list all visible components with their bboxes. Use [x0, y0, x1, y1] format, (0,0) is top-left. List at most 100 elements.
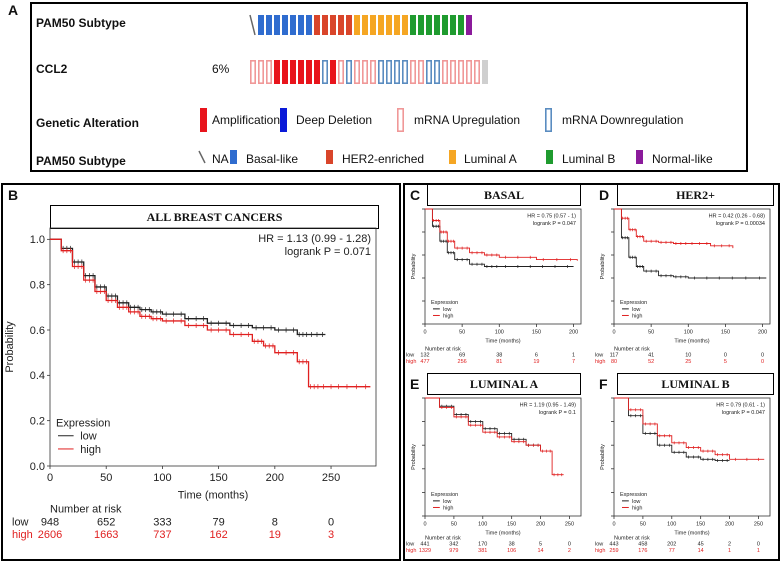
e-legend-label-high: high	[443, 505, 453, 511]
b-risk-count-high: 2606	[38, 529, 62, 541]
b-risk-row-label-high: high	[12, 529, 33, 541]
f-risk-count-high: 14	[698, 548, 704, 554]
legend-na-swatch	[198, 150, 206, 164]
e-xtick-label: 150	[507, 522, 516, 528]
c-risk-row-label-high: high	[406, 359, 416, 365]
b-ytick-label: 0.8	[30, 280, 45, 292]
d-risk-count-low: 117	[610, 353, 619, 359]
b-risk-count-high: 162	[209, 529, 227, 541]
b-curve-high	[50, 238, 371, 388]
e-risk-row-label-low: low	[406, 542, 414, 548]
ccl2-bar-mrna-up	[441, 59, 448, 84]
c-legend-label-high: high	[443, 313, 453, 319]
d-risk-row-label-high: high	[595, 359, 605, 365]
b-risk-count-high: 737	[153, 529, 171, 541]
genetic-alteration-label: Genetic Alteration	[36, 116, 139, 130]
d-risk-count-high: 25	[685, 359, 691, 365]
d-legend-label-low: low	[632, 307, 640, 313]
e-risk-title: Number at risk	[425, 535, 461, 541]
ccl2-bar-mrna-down	[321, 59, 328, 84]
ccl2-bar-mrna-up	[417, 59, 424, 84]
pam50-bar-her2	[322, 15, 328, 35]
f-risk-count-high: 1	[757, 548, 760, 554]
c-y-axis-label: Probability	[411, 253, 417, 279]
b-risk-count-high: 1663	[94, 529, 118, 541]
c-plot-frame	[424, 208, 582, 325]
f-logrank-text: logrank P = 0.047	[722, 410, 765, 416]
d-legend-title: Expression	[620, 300, 647, 306]
c-risk-count-high: 19	[533, 359, 539, 365]
ccl2-bar-amplification	[274, 60, 280, 84]
f-hr-text: HR = 0.79 (0.61 - 1)	[716, 403, 765, 409]
pam50-bar-basal	[274, 15, 280, 35]
f-risk-count-high: 176	[638, 548, 647, 554]
pam50-bar-basal	[298, 15, 304, 35]
e-legend-title: Expression	[431, 492, 458, 498]
f-xtick-label: 50	[640, 522, 646, 528]
pam50-legend-label: PAM50 Subtype	[36, 154, 126, 168]
e-risk-count-high: 1329	[419, 548, 431, 554]
d-xtick-label: 100	[684, 330, 693, 336]
legend-amplification-swatch	[200, 108, 207, 132]
ccl2-bar-amplification	[314, 60, 320, 84]
b-legend-label-high: high	[80, 444, 101, 456]
e-plot-frame	[424, 397, 582, 517]
f-legend-label-high: high	[632, 505, 642, 511]
f-risk-count-high: 77	[669, 548, 675, 554]
pam50-bar-lumA	[370, 15, 376, 35]
b-ytick-label: 0.4	[30, 370, 45, 382]
c-logrank-text: logrank P = 0.047	[533, 221, 576, 227]
pam50-bar-lumA	[378, 15, 384, 35]
c-risk-count-high: 81	[496, 359, 502, 365]
b-xtick-label: 50	[100, 472, 112, 484]
b-xtick-label: 0	[47, 472, 53, 484]
b-plot-frame	[49, 227, 377, 467]
legend-luminal-a-label: Luminal A	[464, 152, 517, 166]
b-ytick-label: 0.6	[30, 325, 45, 337]
panel-letter-e: E	[410, 376, 420, 392]
legend-mrna-down-label: mRNA Downregulation	[562, 113, 684, 127]
legend-luminal-b-swatch	[546, 150, 553, 164]
pam50-bar-lumA	[394, 15, 400, 35]
pam50-row-label: PAM50 Subtype	[36, 16, 126, 30]
ccl2-bar-mrna-up	[369, 59, 376, 84]
chart-b-title: ALL BREAST CANCERS	[50, 205, 379, 229]
f-risk-row-label-low: low	[595, 542, 603, 548]
f-risk-count-low: 45	[698, 542, 704, 548]
e-xtick-label: 0	[423, 522, 426, 528]
e-risk-count-high: 381	[478, 548, 487, 554]
f-risk-count-low: 458	[638, 542, 647, 548]
b-y-axis-label: Probability	[4, 321, 16, 373]
c-risk-count-low: 38	[496, 353, 502, 359]
f-xtick-label: 200	[725, 522, 734, 528]
ccl2-bar-amplification	[282, 60, 288, 84]
ccl2-bar-mrna-up	[361, 59, 368, 84]
c-legend-label-low: low	[443, 307, 451, 313]
chart-b: 0 50 100 150 200 250 0.0 0.2 0.4 0.6 0.8 1.0 Time (m…	[4, 227, 377, 541]
pam50-bar-lumA	[362, 15, 368, 35]
legend-mrna-down-swatch	[544, 108, 552, 133]
c-xtick-label: 0	[423, 330, 426, 336]
f-risk-count-low: 202	[667, 542, 676, 548]
f-risk-count-high: 259	[609, 548, 618, 554]
b-x-axis-label: Time (months)	[178, 490, 249, 502]
d-risk-count-high: 52	[648, 359, 654, 365]
d-risk-title: Number at risk	[614, 346, 650, 352]
f-risk-count-high: 1	[728, 548, 731, 554]
e-xtick-label: 200	[536, 522, 545, 528]
b-ytick-label: 1.0	[30, 234, 45, 246]
b-risk-count-high: 19	[269, 529, 281, 541]
b-risk-title: Number at risk	[50, 504, 122, 516]
d-risk-count-low: 0	[761, 353, 764, 359]
b-logrank-text: logrank P = 0.071	[285, 246, 371, 258]
d-curve-low	[614, 208, 767, 279]
c-xtick-label: 200	[569, 330, 578, 336]
f-plot-frame	[613, 397, 771, 517]
chart-e-title: LUMINAL A	[427, 373, 581, 395]
ccl2-bar-mrna-up	[409, 59, 416, 84]
f-xtick-label: 150	[696, 522, 705, 528]
legend-mrna-up-label: mRNA Upregulation	[414, 113, 521, 127]
f-risk-count-low: 443	[609, 542, 618, 548]
ccl2-bar-mrna-up	[465, 59, 472, 84]
